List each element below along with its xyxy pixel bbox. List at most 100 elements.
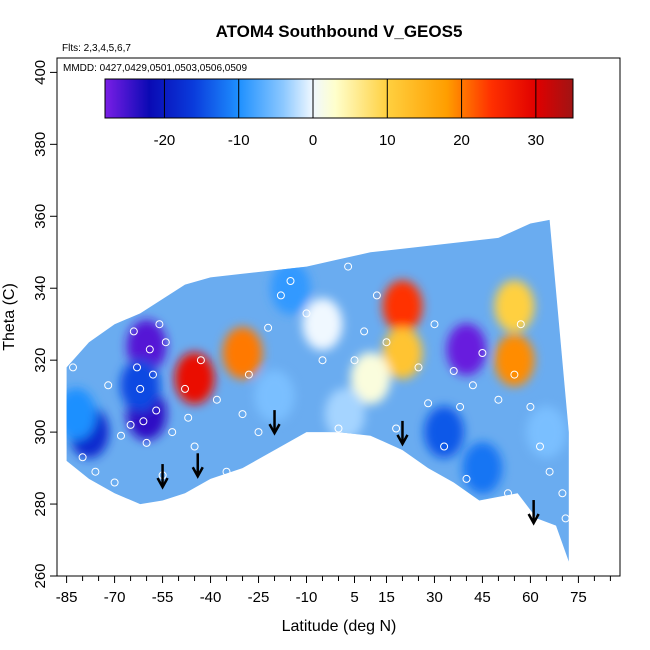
observation-point [276,291,285,300]
field-anomaly [494,334,535,387]
observation-point [414,363,423,372]
y-tick-label: 400 [32,60,49,85]
observation-point [334,424,343,433]
colorbar-tick-label: -20 [154,132,176,149]
x-tick-label: -10 [296,589,318,606]
observation-point [190,442,199,451]
x-tick-label: 45 [474,589,491,606]
observation-point [104,381,113,390]
flight-marker [156,464,169,490]
observation-point [174,496,183,505]
colorbar-tick-label: -10 [228,132,250,149]
observation-point [155,320,164,329]
observation-point [78,453,87,462]
observation-point [139,417,148,426]
field-anomaly [462,442,503,495]
field-anomaly [222,327,263,379]
observation-point [91,467,100,476]
observation-point [286,277,295,285]
observation-point [440,442,449,451]
colorbar-tick-label: 20 [453,132,470,149]
x-tick-label: 5 [350,589,358,606]
observation-point [344,262,353,271]
observation-point [462,474,471,483]
observation-point [456,402,465,411]
flight-marker [527,500,540,526]
y-tick-label: 360 [32,204,49,229]
field-anomaly [174,352,215,405]
colorbar: -20 -10 0 10 20 30 [104,78,574,149]
observation-point [212,395,221,404]
colorbar-tick-label: 0 [309,132,317,149]
chart-title: ATOM4 Southbound V_GEOS5 [216,22,463,41]
field-anomaly [494,280,535,333]
observation-point [238,410,247,419]
observation-point [360,327,369,336]
observation-point [510,370,519,379]
observation-point [516,320,525,329]
observation-point [264,323,273,332]
observation-point [168,428,177,437]
observation-point [196,356,205,365]
x-axis: -85 -70 -55 -40 -25 -10 5 15 30 45 60 75 [56,576,611,606]
observation-point [69,363,77,372]
observation-points [69,262,570,537]
field-anomaly [270,262,311,315]
observation-point [136,384,145,393]
observation-point [424,399,433,408]
field-anomaly [424,406,465,459]
x-tick-label: 60 [522,589,539,606]
observation-point [478,349,487,357]
observation-point [117,431,125,440]
x-axis-label: Latitude (deg N) [282,618,397,635]
observation-point [181,384,189,393]
field-anomaly [526,406,567,459]
observation-point [152,406,161,415]
y-tick-label: 280 [32,492,49,517]
observation-point [545,467,554,476]
date-annotation: MMDD: 0427,0429,0501,0503,0506,0509 [63,63,247,74]
field-anomaly [382,327,423,379]
x-tick-label: -40 [200,589,222,606]
field-anomaly [302,298,343,351]
x-tick-label: 30 [426,589,443,606]
flight-marker [268,410,281,436]
flight-marker [191,453,204,479]
observation-point [494,395,503,404]
observation-point [123,528,132,537]
x-tick-label: 75 [570,589,587,606]
observation-point [129,327,138,336]
y-tick-label: 300 [32,420,49,445]
observation-point [558,489,567,498]
colorbar-tick-label: 30 [528,132,545,149]
observation-point [161,338,170,347]
x-tick-label: 15 [378,589,395,606]
observation-point [404,456,413,465]
field-anomaly [350,352,391,405]
observation-point [145,345,154,354]
field-anomaly [446,323,487,376]
x-tick-label: -55 [152,589,174,606]
observation-point [318,356,327,365]
observation-point [133,363,141,372]
observation-point [372,291,381,300]
observation-point [561,514,570,523]
y-tick-label: 320 [32,348,49,373]
colorbar-frame [104,78,574,119]
colorbar-tick-label: 10 [379,132,396,149]
observation-point [526,402,535,411]
colorbar-gradient [105,79,573,118]
observation-point [382,338,391,347]
observation-point [110,478,119,487]
y-axis: 260 280 300 320 340 360 380 400 [32,60,57,589]
flight-marker [396,420,409,447]
observation-point [254,428,263,437]
x-tick-label: -85 [56,589,78,606]
y-tick-label: 340 [32,276,49,301]
y-tick-label: 260 [32,563,49,588]
observation-point [392,424,401,433]
x-tick-label: -70 [104,589,126,606]
observation-point [536,442,544,451]
observation-point [449,367,458,375]
